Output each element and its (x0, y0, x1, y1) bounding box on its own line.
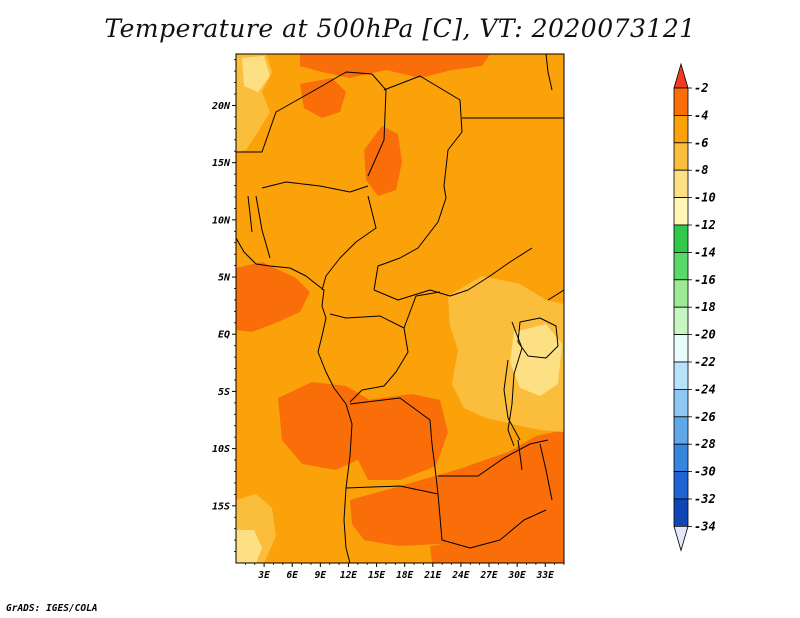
latitude-axis: 20N 15N 10N 5N EQ 5S 10S 15S (211, 59, 236, 552)
border-car (373, 247, 533, 301)
border-coast-countries (247, 195, 271, 259)
field-cold-northwest-spot (242, 56, 270, 92)
country-borders (236, 54, 564, 563)
colorbar-label: -20 (694, 328, 716, 342)
colorbar-swatch (673, 388, 689, 418)
colorbar-label: -16 (694, 273, 716, 287)
colorbar-label: -34 (694, 519, 716, 533)
border-congo (329, 313, 409, 403)
border-sahara (236, 71, 387, 177)
map-title: Temperature at 500hPa [C], VT: 202007312… (104, 14, 696, 43)
border-nigeria-cameroon (321, 195, 377, 291)
colorbar-swatch (673, 416, 689, 445)
field-warm-south-patch (430, 540, 528, 563)
colorbar-swatch (673, 471, 689, 500)
field-warm-sahara-patch (300, 78, 346, 118)
border-zambia (437, 439, 549, 549)
lat-tick-label: EQ (218, 330, 230, 341)
colorbar-label: -32 (694, 492, 716, 506)
border-angola (345, 397, 439, 495)
colorbar-label: -10 (694, 191, 716, 205)
colorbar-label: -8 (694, 163, 708, 177)
lat-tick-label: 10S (212, 444, 230, 455)
lat-tick-label: 10N (212, 215, 231, 226)
lon-tick-label: 33E (536, 570, 554, 581)
field-warm-west-coast-patch (236, 262, 310, 332)
lat-tick-label: 5S (218, 387, 230, 398)
colorbar-swatch (673, 306, 689, 336)
lon-tick-label: 12E (340, 570, 357, 581)
lat-tick-label: 15N (212, 158, 231, 169)
colorbar-label: -4 (694, 108, 708, 122)
colorbar-label: -24 (694, 382, 716, 396)
colorbar-swatch (673, 334, 689, 363)
colorbar-label: -30 (694, 465, 716, 479)
colorbar-label: -12 (694, 218, 716, 232)
border-lake-victoria (517, 317, 559, 359)
lat-tick-label: 20N (211, 101, 231, 112)
lon-tick-label: 15E (368, 570, 385, 581)
coastline-west (236, 237, 353, 563)
colorbar-swatch (673, 87, 689, 116)
border-rift-lakes (503, 359, 553, 501)
colorbar-swatch (673, 169, 689, 198)
border-drc-east (403, 291, 523, 447)
colorbar-swatch (673, 279, 689, 308)
lat-tick-label: 15S (212, 501, 230, 512)
field-cold-east-spot (510, 324, 562, 396)
colorbar-swatch (673, 197, 689, 226)
colorbar-swatch (673, 224, 689, 253)
colorbar-swatch (673, 142, 689, 171)
colorbar-label: -2 (694, 81, 708, 95)
border-chad-sudan (373, 197, 447, 291)
lon-tick-label: 9E (315, 570, 327, 581)
lon-tick-label: 27E (479, 570, 497, 581)
colorbar-label: -6 (694, 136, 708, 150)
lon-tick-label: 21E (423, 570, 441, 581)
lon-tick-label: 30E (508, 570, 526, 581)
lon-tick-label: 18E (396, 570, 413, 581)
longitude-axis: 3E 6E 9E 12E 15E 18E 21E 24E 27E 30E 33E (244, 563, 565, 581)
field-warm-lake-chad-patch (364, 126, 402, 196)
map-frame (235, 53, 565, 564)
colorbar-swatch (673, 498, 689, 527)
border-niger-nigeria (261, 181, 369, 193)
colorbar-label: -26 (694, 410, 716, 424)
field-cold-southwest-spot (236, 530, 262, 563)
colorbar-label: -14 (694, 245, 716, 259)
field-warm-zambia-patch (350, 430, 564, 563)
colorbar-label: -28 (694, 437, 716, 451)
colorbar: -2 -4 -6 -8 -10 -12 -14 -16 -18 -20 -22 -24 -26 -28 -3… (673, 62, 716, 552)
colorbar-swatch (673, 251, 689, 281)
border-mali-chad (383, 75, 463, 199)
lat-tick-label: 5N (218, 273, 231, 284)
lon-tick-label: 6E (287, 570, 299, 581)
colorbar-bottom-arrow (673, 526, 689, 552)
temperature-field (236, 54, 564, 563)
colorbar-top-arrow (673, 62, 689, 89)
lon-tick-label: 24E (451, 570, 469, 581)
colorbar-swatch (673, 115, 689, 144)
colorbar-label: -18 (694, 300, 716, 314)
colorbar-swatch (673, 361, 689, 390)
colorbar-label: -22 (694, 355, 716, 369)
border-east-edge (545, 54, 564, 301)
lon-tick-label: 3E (257, 570, 270, 581)
grads-credit: GrADS: IGES/COLA (6, 603, 98, 614)
colorbar-swatch (673, 443, 689, 473)
